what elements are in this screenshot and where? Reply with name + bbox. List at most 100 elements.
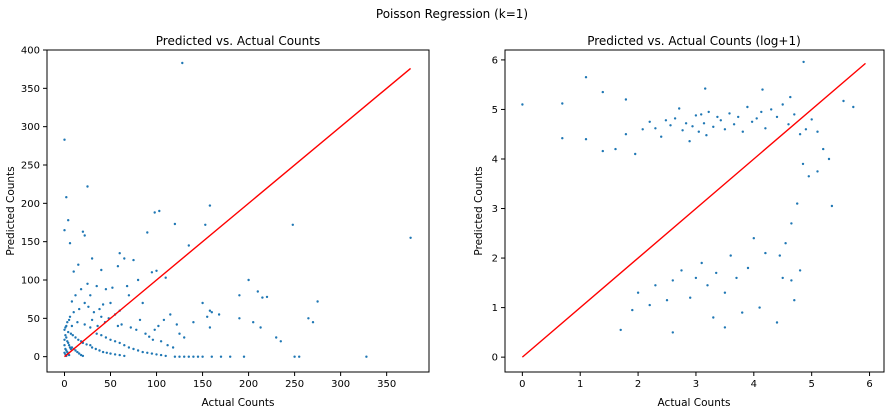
- chart-left-point: [83, 301, 86, 305]
- chart-right-point: [816, 130, 819, 133]
- chart-left-ytick-label: 350: [21, 84, 40, 95]
- chart-right-title: Predicted vs. Actual Counts (log+1): [587, 34, 801, 48]
- chart-left-xtick-label: 150: [193, 379, 212, 390]
- chart-left-point: [70, 300, 74, 303]
- chart-left-point: [100, 268, 103, 272]
- chart-left-point: [146, 231, 149, 234]
- chart-left-point: [83, 234, 86, 237]
- chart-left-ytick-label: 150: [21, 237, 40, 248]
- chart-right-point: [789, 95, 792, 99]
- chart-left-point: [166, 344, 169, 347]
- chart-right-point: [723, 291, 727, 294]
- chart-left-point: [100, 334, 103, 337]
- chart-left-point: [94, 347, 98, 351]
- chart-right-point: [790, 222, 793, 225]
- chart-left-point: [201, 301, 204, 305]
- chart-left-xtick-label: 50: [104, 379, 117, 390]
- chart-right-point: [624, 98, 628, 101]
- chart-left-point: [153, 211, 156, 214]
- chart-left-point: [65, 196, 68, 199]
- chart-left-point: [86, 185, 89, 188]
- chart-left-point: [74, 294, 77, 297]
- chart-right-point: [561, 137, 564, 140]
- chart-left-point: [206, 315, 209, 318]
- chart-right-point: [842, 99, 845, 103]
- chart-left-point: [155, 353, 158, 356]
- chart-left-point: [217, 313, 221, 316]
- chart-left-point: [118, 341, 121, 345]
- chart-right-xtick-label: 3: [693, 379, 699, 390]
- chart-left-point: [74, 349, 77, 352]
- chart-left-point: [208, 309, 212, 312]
- chart-left-point: [65, 336, 68, 339]
- chart-left-point: [265, 295, 269, 299]
- chart-right-point: [761, 88, 764, 91]
- chart-left-point: [67, 318, 71, 322]
- chart-right-xtick-label: 2: [635, 379, 641, 390]
- chart-left-point: [113, 340, 117, 343]
- chart-left-point: [183, 355, 186, 358]
- chart-left-point: [69, 347, 73, 351]
- chart-left-point: [183, 336, 186, 339]
- chart-left-ytick-label: 200: [21, 199, 40, 210]
- chart-right-point: [775, 115, 779, 119]
- chart-right-point: [750, 120, 754, 124]
- chart-right-ytick-label: 1: [492, 303, 498, 314]
- chart-left-point: [111, 286, 114, 289]
- chart-right-point: [760, 110, 763, 114]
- chart-right-point: [654, 127, 657, 130]
- chart-left-point: [71, 334, 75, 337]
- chart-left-frame: [46, 49, 430, 373]
- chart-left-point: [85, 343, 88, 346]
- chart-left-ylabel: Predicted Counts: [5, 166, 17, 255]
- chart-left-point: [90, 318, 94, 322]
- chart-right-point: [728, 112, 731, 115]
- chart-left-point: [132, 347, 135, 351]
- chart-left-point: [76, 350, 79, 354]
- chart-left-point: [123, 344, 126, 347]
- chart-left-point: [76, 321, 79, 324]
- chart-right-point: [793, 299, 796, 302]
- chart-left-point: [63, 344, 66, 347]
- chart-left-point: [95, 332, 98, 335]
- chart-right-plot-area: 0 1 2 3 4 5 6 0 1 2 3 4 5 6: [492, 55, 873, 390]
- chart-left-point: [95, 284, 98, 288]
- chart-left-point: [196, 355, 200, 358]
- chart-right-point: [648, 120, 651, 124]
- chart-right-point: [684, 122, 688, 125]
- chart-left-point: [116, 324, 120, 328]
- chart-left-point: [178, 355, 181, 358]
- chart-left-point: [178, 332, 181, 335]
- chart-right-data: [521, 60, 866, 358]
- chart-left-point: [173, 222, 177, 226]
- chart-left-point: [219, 355, 223, 358]
- chart-right-point: [755, 117, 758, 120]
- chart-left-point: [78, 307, 81, 311]
- chart-left-ytick-label: 250: [21, 161, 40, 172]
- chart-right-ytick-label: 2: [492, 254, 498, 265]
- chart-left-point: [70, 324, 74, 328]
- chart-left-point: [252, 321, 255, 324]
- chart-left-point: [173, 355, 177, 358]
- chart-right-point: [822, 147, 825, 151]
- chart-left-point: [90, 346, 94, 349]
- chart-right-point: [680, 269, 683, 272]
- chart-left-point: [86, 282, 89, 285]
- chart-right-reference-line: [521, 62, 866, 358]
- chart-left-point: [101, 350, 105, 354]
- chart-left-point: [67, 344, 71, 347]
- chart-right-point: [624, 133, 628, 136]
- chart-left-point: [159, 353, 163, 357]
- chart-left-point: [210, 355, 213, 358]
- chart-left-point: [67, 341, 70, 345]
- chart-left-point: [89, 326, 92, 329]
- chart-left-reference-line: [64, 67, 412, 358]
- chart-left-point: [135, 328, 138, 331]
- chart-right-point: [669, 124, 672, 127]
- chart-left-point: [120, 323, 123, 326]
- chart-left-point: [69, 332, 73, 335]
- chart-left-point: [67, 330, 70, 334]
- chart-right-point: [601, 149, 604, 153]
- chart-left-point: [68, 315, 72, 318]
